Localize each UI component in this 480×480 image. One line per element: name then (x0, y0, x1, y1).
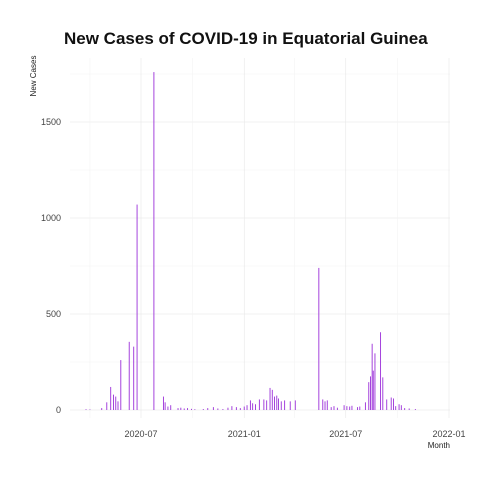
bar (326, 400, 328, 410)
bar (227, 407, 229, 410)
bar (243, 406, 245, 410)
bar (336, 407, 338, 410)
bar (400, 405, 402, 410)
y-axis-ticks: 0 500 1000 1500 (41, 117, 61, 415)
y-tick-label: 1000 (41, 213, 61, 223)
bar (252, 403, 254, 410)
bar (276, 395, 278, 410)
y-tick-label: 500 (46, 309, 61, 319)
bar (372, 370, 374, 410)
bar (271, 389, 273, 410)
bar (115, 396, 117, 410)
bar (395, 406, 397, 410)
x-tick-label: 2022-01 (432, 429, 465, 439)
bar (333, 406, 335, 410)
x-axis-label: Month (428, 441, 450, 450)
bar (120, 360, 122, 410)
bar (393, 398, 394, 410)
bar (330, 407, 332, 410)
bar (269, 387, 271, 410)
bar (194, 409, 196, 410)
bar (170, 405, 172, 410)
bar (258, 399, 260, 410)
bar (278, 398, 279, 410)
bar (212, 407, 214, 410)
bar (180, 407, 182, 410)
bar (322, 399, 324, 410)
x-tick-label: 2020-07 (124, 429, 157, 439)
bar (414, 409, 416, 410)
bar (289, 401, 291, 410)
bar (85, 409, 87, 410)
bar (382, 377, 384, 410)
bar (136, 204, 138, 410)
y-tick-label: 1500 (41, 117, 61, 127)
chart-title: New Cases of COVID-19 in Equatorial Guin… (64, 29, 428, 48)
bar (246, 405, 248, 410)
grid (70, 58, 450, 418)
bar (371, 343, 373, 410)
bar (133, 346, 135, 410)
bar (368, 382, 370, 410)
bar (164, 402, 166, 410)
bar (346, 406, 348, 410)
bar (280, 401, 282, 410)
bar (249, 400, 251, 410)
bar (324, 401, 326, 410)
bar (284, 400, 286, 410)
bar (343, 405, 345, 410)
bar (390, 397, 392, 410)
bar (113, 394, 114, 410)
bar (153, 72, 155, 410)
bar (364, 402, 366, 410)
bar (177, 408, 179, 410)
bar (398, 404, 400, 410)
bar (101, 408, 103, 410)
bar (357, 407, 358, 410)
bar (386, 399, 388, 410)
bar (110, 386, 112, 410)
bar (408, 408, 410, 410)
bar (255, 404, 256, 410)
x-axis-ticks: 2020-07 2021-01 2021-07 2022-01 (124, 429, 465, 439)
bar (128, 341, 130, 410)
bar (318, 267, 320, 410)
bar (187, 408, 189, 410)
x-tick-label: 2021-01 (228, 429, 261, 439)
bar (167, 406, 169, 410)
bar (191, 408, 192, 410)
bar (231, 406, 233, 410)
y-tick-label: 0 (56, 405, 61, 415)
bar (380, 332, 382, 410)
bars (85, 72, 416, 411)
bar (266, 400, 268, 410)
bar (106, 402, 108, 410)
bar (207, 408, 209, 410)
bar (202, 409, 204, 410)
bar (89, 409, 91, 411)
bar (404, 408, 406, 410)
x-tick-label: 2021-07 (329, 429, 362, 439)
bar (349, 406, 351, 410)
bar (183, 408, 185, 410)
bar (222, 409, 224, 410)
y-axis-label: New Cases (29, 56, 38, 97)
bar (274, 396, 275, 410)
bar (117, 401, 119, 410)
bar (162, 396, 164, 410)
bar (239, 408, 241, 410)
bar (263, 399, 265, 410)
bar (374, 353, 376, 410)
bar (235, 407, 237, 410)
bar (294, 400, 296, 410)
bar (217, 408, 219, 410)
bar (370, 376, 371, 410)
bar (351, 405, 353, 410)
bar (359, 406, 361, 410)
